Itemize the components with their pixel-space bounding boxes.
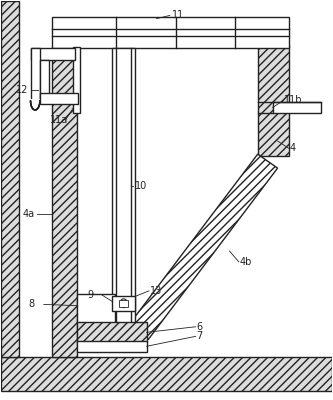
Bar [1,358,332,391]
Bar [31,48,40,101]
Circle shape [120,299,127,308]
Text: 4b: 4b [239,257,252,267]
Text: 7: 7 [196,331,202,341]
Bar [273,102,321,113]
Bar [31,100,49,110]
Bar [73,47,80,113]
Text: 11: 11 [171,10,184,20]
Bar [258,44,289,156]
Text: 6: 6 [196,322,202,332]
Bar [113,48,135,326]
Bar [1,1,19,358]
Text: 4: 4 [289,143,295,153]
Bar [77,341,147,352]
Bar [52,46,77,358]
Polygon shape [128,154,278,340]
Text: 12: 12 [16,85,28,95]
Bar [31,48,75,60]
Bar [120,300,128,307]
Text: 10: 10 [135,181,147,191]
Bar [40,93,78,104]
Text: 11a: 11a [50,115,68,125]
Bar [77,322,147,342]
Text: 11b: 11b [284,95,303,105]
Bar [52,17,289,48]
Text: 8: 8 [28,300,34,310]
Bar [77,294,115,323]
Bar [113,296,135,311]
Text: 9: 9 [88,290,94,300]
Bar [40,60,49,101]
Text: 4a: 4a [22,209,34,219]
Text: 13: 13 [150,286,162,296]
